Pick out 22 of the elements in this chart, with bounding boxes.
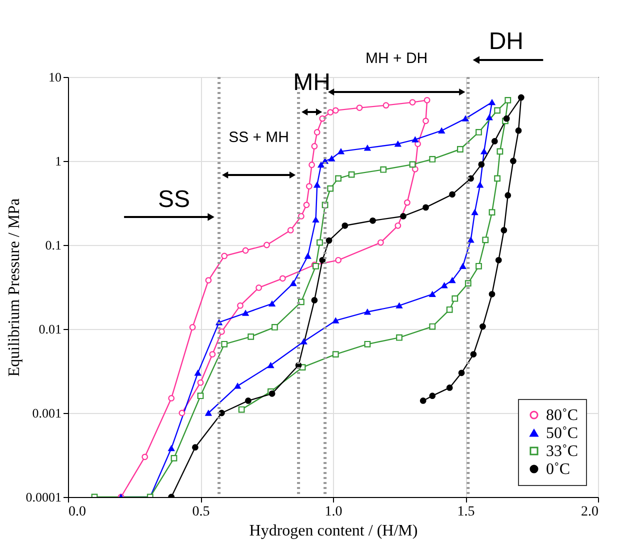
y-tick-label: 0.01	[38, 322, 62, 336]
legend-label: 50˚C	[546, 425, 578, 442]
text: MH + DH	[366, 50, 428, 67]
legend-label: 0˚C	[546, 461, 570, 478]
x-axis-title: Hydrogen content / (H/M)	[249, 522, 418, 540]
legend-label: 80˚C	[546, 407, 578, 424]
x-tick-label: 0.5	[192, 504, 210, 520]
text: DH	[488, 28, 524, 55]
y-tick-label: 10	[48, 70, 62, 84]
annotation: MH	[293, 69, 330, 96]
legend-label: 33˚C	[546, 443, 578, 460]
y-tick-label: 1	[55, 154, 62, 168]
x-tick-label: 1.5	[457, 504, 475, 520]
x-tick-label: 2.0	[581, 504, 598, 520]
y-tick-label: 0.001	[32, 406, 62, 420]
y-tick-label: 0.0001	[26, 490, 62, 504]
annotation: SS	[158, 186, 190, 213]
y-axis-title: Equilibrium Pressure / MPa	[6, 198, 23, 377]
y-tick-label: 0.1	[45, 238, 62, 252]
x-tick-label: 0.0	[68, 504, 86, 520]
x-tick-label: 1.0	[324, 504, 342, 520]
annotation: SS + MH	[228, 129, 290, 146]
